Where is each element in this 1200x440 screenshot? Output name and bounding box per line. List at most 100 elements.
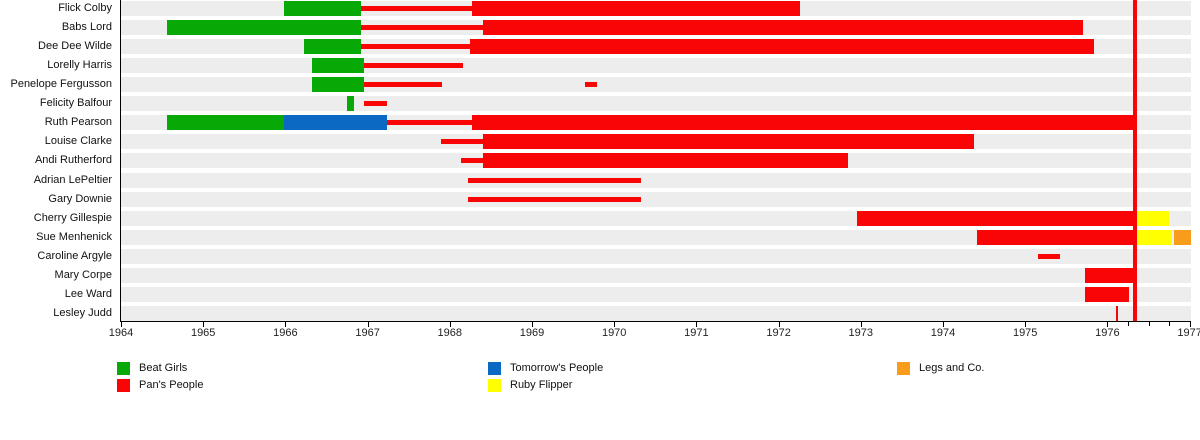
row-label: Gary Downie bbox=[48, 192, 112, 205]
legend-swatch-beat_girls bbox=[117, 362, 130, 375]
row-label: Louise Clarke bbox=[44, 135, 112, 148]
legend-swatch-pans_people bbox=[117, 379, 130, 392]
legend-label-beat_girls: Beat Girls bbox=[139, 362, 188, 374]
legend-label-legs_and_co: Legs and Co. bbox=[919, 362, 985, 374]
axis-tick bbox=[367, 322, 369, 327]
timeline-bar-pans_people bbox=[387, 120, 472, 126]
legend-swatch-legs_and_co bbox=[897, 362, 910, 375]
axis-tick-label: 1971 bbox=[684, 327, 709, 339]
row-label: Lorelly Harris bbox=[47, 59, 112, 72]
timeline-bar-beat_girls bbox=[167, 20, 362, 36]
row-label: Cherry Gillespie bbox=[33, 211, 112, 224]
axis-tick bbox=[696, 322, 698, 327]
timeline-bar-ruby_flipper bbox=[1136, 210, 1170, 226]
timeline-bar-pans_people bbox=[482, 134, 975, 150]
axis-tick bbox=[121, 322, 122, 327]
timeline-bar-tomorrows_people bbox=[283, 115, 388, 131]
timeline-bar-pans_people bbox=[482, 20, 1083, 36]
legend-swatch-tomorrows_people bbox=[488, 362, 501, 375]
axis-tick bbox=[532, 322, 533, 327]
timeline-bar-pans_people bbox=[471, 115, 1136, 131]
row-label: Adrian LePeltier bbox=[33, 173, 112, 186]
axis-tick-label: 1970 bbox=[601, 327, 627, 339]
axis-tick-label: 1972 bbox=[766, 327, 791, 339]
row-label: Lesley Judd bbox=[53, 306, 112, 319]
timeline-bar-pans_people bbox=[1085, 286, 1129, 302]
axis-tick bbox=[1189, 322, 1191, 327]
timeline-bar-pans_people bbox=[470, 39, 1095, 55]
timeline-bar-pans_people bbox=[584, 82, 597, 88]
timeline-bar-pans_people bbox=[471, 1, 800, 16]
axis-tick-label: 1966 bbox=[273, 327, 298, 339]
axis-tick bbox=[943, 322, 944, 327]
axis-tick-label: 1968 bbox=[437, 327, 463, 339]
axis-minor-tick bbox=[1148, 322, 1150, 326]
row-band bbox=[121, 191, 1191, 207]
axis-tick-label: 1975 bbox=[1012, 327, 1038, 339]
axis-minor-tick bbox=[1169, 322, 1171, 326]
timeline-bar-pans_people bbox=[361, 6, 472, 11]
timeline-bar-pans_people bbox=[361, 44, 471, 50]
timeline-bar-pans_people bbox=[482, 153, 849, 169]
axis-tick-label: 1974 bbox=[930, 327, 956, 339]
axis-tick bbox=[614, 322, 616, 327]
axis-tick bbox=[449, 322, 451, 327]
timeline-bar-beat_girls bbox=[304, 39, 361, 55]
legend-swatch-ruby_flipper bbox=[488, 379, 501, 392]
row-label: Sue Menhenick bbox=[36, 230, 112, 243]
pans-people-end-marker-line bbox=[1133, 0, 1138, 321]
legend-label-pans_people: Pan's People bbox=[139, 379, 204, 391]
timeline-bar-pans_people bbox=[467, 177, 642, 183]
timeline-bar-pans_people bbox=[364, 82, 442, 88]
row-band bbox=[121, 96, 1191, 112]
axis-tick bbox=[778, 322, 780, 327]
axis-tick bbox=[1025, 322, 1027, 327]
row-label: Lee Ward bbox=[64, 287, 112, 300]
legend-label-ruby_flipper: Ruby Flipper bbox=[510, 379, 573, 391]
timeline-bar-pans_people bbox=[364, 63, 463, 69]
timeline-bar-beat_girls bbox=[311, 77, 365, 93]
row-band bbox=[121, 267, 1191, 283]
axis-tick-label: 1965 bbox=[190, 327, 216, 339]
timeline-bar-pans_people bbox=[976, 229, 1136, 245]
timeline-bar-pans_people bbox=[361, 25, 483, 31]
timeline-bar-beat_girls bbox=[311, 58, 365, 74]
row-label: Dee Dee Wilde bbox=[38, 40, 112, 53]
timeline-bar-beat_girls bbox=[283, 1, 362, 16]
row-label: Andi Rutherford bbox=[34, 154, 112, 167]
row-label: Felicity Balfour bbox=[39, 97, 112, 110]
timeline-bar-beat_girls bbox=[167, 115, 284, 131]
axis-tick-label: 1969 bbox=[519, 327, 545, 339]
row-label: Babs Lord bbox=[61, 21, 112, 34]
row-label: Flick Colby bbox=[58, 2, 112, 14]
axis-tick bbox=[860, 322, 862, 327]
timeline-bar-pans_people bbox=[1085, 267, 1134, 283]
timeline-bar-pans_people bbox=[1116, 305, 1119, 321]
timeline-bar-legs_and_co bbox=[1173, 229, 1192, 245]
axis-tick-label: 1964 bbox=[108, 327, 134, 339]
axis-tick bbox=[203, 322, 205, 327]
row-band bbox=[121, 248, 1191, 264]
row-label: Caroline Argyle bbox=[37, 249, 112, 262]
timeline-bar-pans_people bbox=[461, 158, 483, 164]
axis-tick-label: 1977 bbox=[1177, 327, 1200, 339]
y-axis-line bbox=[119, 0, 121, 321]
timeline-bar-pans_people bbox=[364, 101, 388, 107]
row-band bbox=[121, 229, 1191, 245]
axis-minor-tick bbox=[1127, 322, 1129, 326]
timeline-bar-pans_people bbox=[440, 139, 483, 145]
row-band bbox=[121, 172, 1191, 188]
legend-label-tomorrows_people: Tomorrow's People bbox=[510, 362, 604, 374]
row-band bbox=[121, 305, 1191, 321]
axis-tick-label: 1967 bbox=[355, 327, 380, 339]
timeline-bar-pans_people bbox=[856, 210, 1136, 226]
row-band bbox=[121, 77, 1191, 93]
x-axis-line bbox=[119, 320, 1191, 322]
axis-tick-label: 1976 bbox=[1095, 327, 1120, 339]
timeline-bar-beat_girls bbox=[347, 96, 354, 112]
row-label: Ruth Pearson bbox=[44, 116, 112, 129]
axis-tick bbox=[1107, 322, 1109, 327]
row-label: Penelope Fergusson bbox=[10, 78, 112, 91]
axis-tick bbox=[285, 322, 287, 327]
